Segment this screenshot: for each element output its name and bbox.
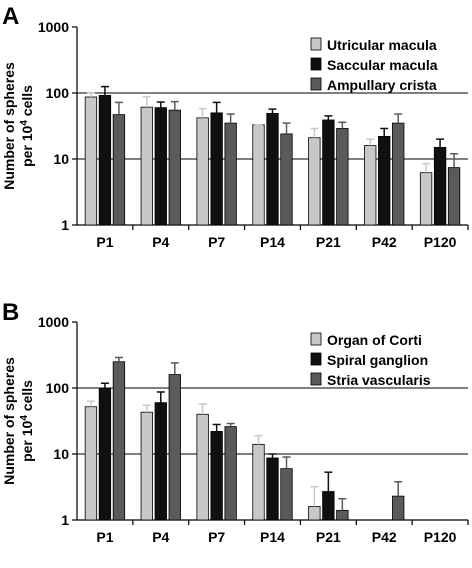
bar — [252, 443, 265, 521]
y-tick-label: 100 — [46, 380, 70, 396]
y-tick-label: 1 — [61, 512, 69, 528]
bar — [84, 96, 98, 226]
y-tick-label: 10 — [53, 446, 69, 462]
bar — [196, 117, 209, 226]
bar — [322, 119, 335, 226]
y-tick-label: 1000 — [38, 19, 69, 35]
bar — [392, 495, 405, 521]
bar — [447, 167, 461, 226]
bar — [112, 114, 126, 226]
bar — [266, 113, 279, 226]
bar — [433, 146, 447, 226]
x-tick-label: P21 — [316, 529, 341, 545]
legend-label: Saccular macula — [327, 57, 438, 73]
bar — [266, 457, 279, 521]
x-tick-label: P21 — [316, 234, 341, 250]
x-tick-label: P14 — [260, 234, 285, 250]
y-axis-title-line1: Number of spheres — [1, 62, 17, 190]
x-tick-label: P1 — [96, 529, 113, 545]
legend-label: Ampullary crista — [327, 77, 437, 93]
y-tick-label: 100 — [46, 85, 70, 101]
bar — [308, 506, 321, 521]
x-tick-label: P42 — [372, 234, 397, 250]
bar — [154, 107, 167, 226]
x-tick-label: P7 — [208, 234, 225, 250]
bar — [196, 413, 209, 521]
legend-label: Stria vascularis — [327, 372, 431, 388]
x-tick-label: P120 — [424, 529, 457, 545]
legend-swatch — [310, 372, 322, 386]
bar — [168, 374, 181, 521]
bar — [392, 122, 405, 226]
bar — [84, 406, 98, 521]
y-axis-title-line2: per 104 cells — [19, 85, 36, 167]
bar — [308, 137, 321, 226]
x-tick-label: P4 — [152, 529, 169, 545]
bar — [336, 509, 349, 521]
bar — [168, 109, 181, 226]
bar — [210, 112, 223, 226]
x-tick-label: P120 — [424, 234, 457, 250]
chart-panel-a: A 1 10 100 1000 Number of spheres per 104 cell… — [1, 3, 469, 250]
y-tick-label: 1000 — [38, 314, 69, 330]
legend-swatch — [310, 57, 322, 71]
legend-swatch — [310, 37, 322, 51]
bar — [140, 106, 153, 226]
x-tick-label: P7 — [208, 529, 225, 545]
legend-swatch — [310, 77, 322, 91]
bar — [280, 468, 293, 521]
bar — [112, 361, 126, 521]
legend-swatch — [310, 352, 322, 366]
legend-label: Utricular macula — [327, 37, 437, 53]
bar — [224, 122, 237, 226]
bar — [336, 128, 349, 226]
x-tick-label: P42 — [372, 529, 397, 545]
legend-label: Spiral ganglion — [327, 352, 428, 368]
legend: Utricular macula Saccular macula Ampullary… — [310, 37, 438, 93]
panel-label: B — [2, 299, 19, 326]
bar — [154, 402, 167, 521]
bar — [322, 491, 335, 521]
x-tick-label: P1 — [96, 234, 113, 250]
panel-label: A — [2, 3, 19, 30]
y-tick-label: 1 — [61, 217, 69, 233]
y-axis-title-line1: Number of spheres — [1, 357, 17, 485]
x-tick-label: P4 — [152, 234, 169, 250]
bar — [364, 145, 377, 226]
bar — [224, 426, 237, 521]
x-tick-label: P14 — [260, 529, 285, 545]
bar — [378, 136, 391, 226]
bar — [280, 133, 293, 226]
bar — [252, 124, 265, 226]
legend: Organ of Corti Spiral ganglion Stria vascu… — [310, 332, 431, 388]
bar — [419, 172, 433, 226]
legend-label: Organ of Corti — [327, 332, 422, 348]
chart-panel-b: B 1 10 100 1000 Number of spheres per 104 cell… — [1, 299, 469, 545]
legend-swatch — [310, 332, 322, 346]
bar — [98, 94, 112, 226]
bar — [98, 387, 112, 521]
bar — [210, 431, 223, 521]
y-tick-label: 10 — [53, 151, 69, 167]
y-axis-title-line2: per 104 cells — [19, 380, 36, 462]
bar — [140, 411, 153, 521]
